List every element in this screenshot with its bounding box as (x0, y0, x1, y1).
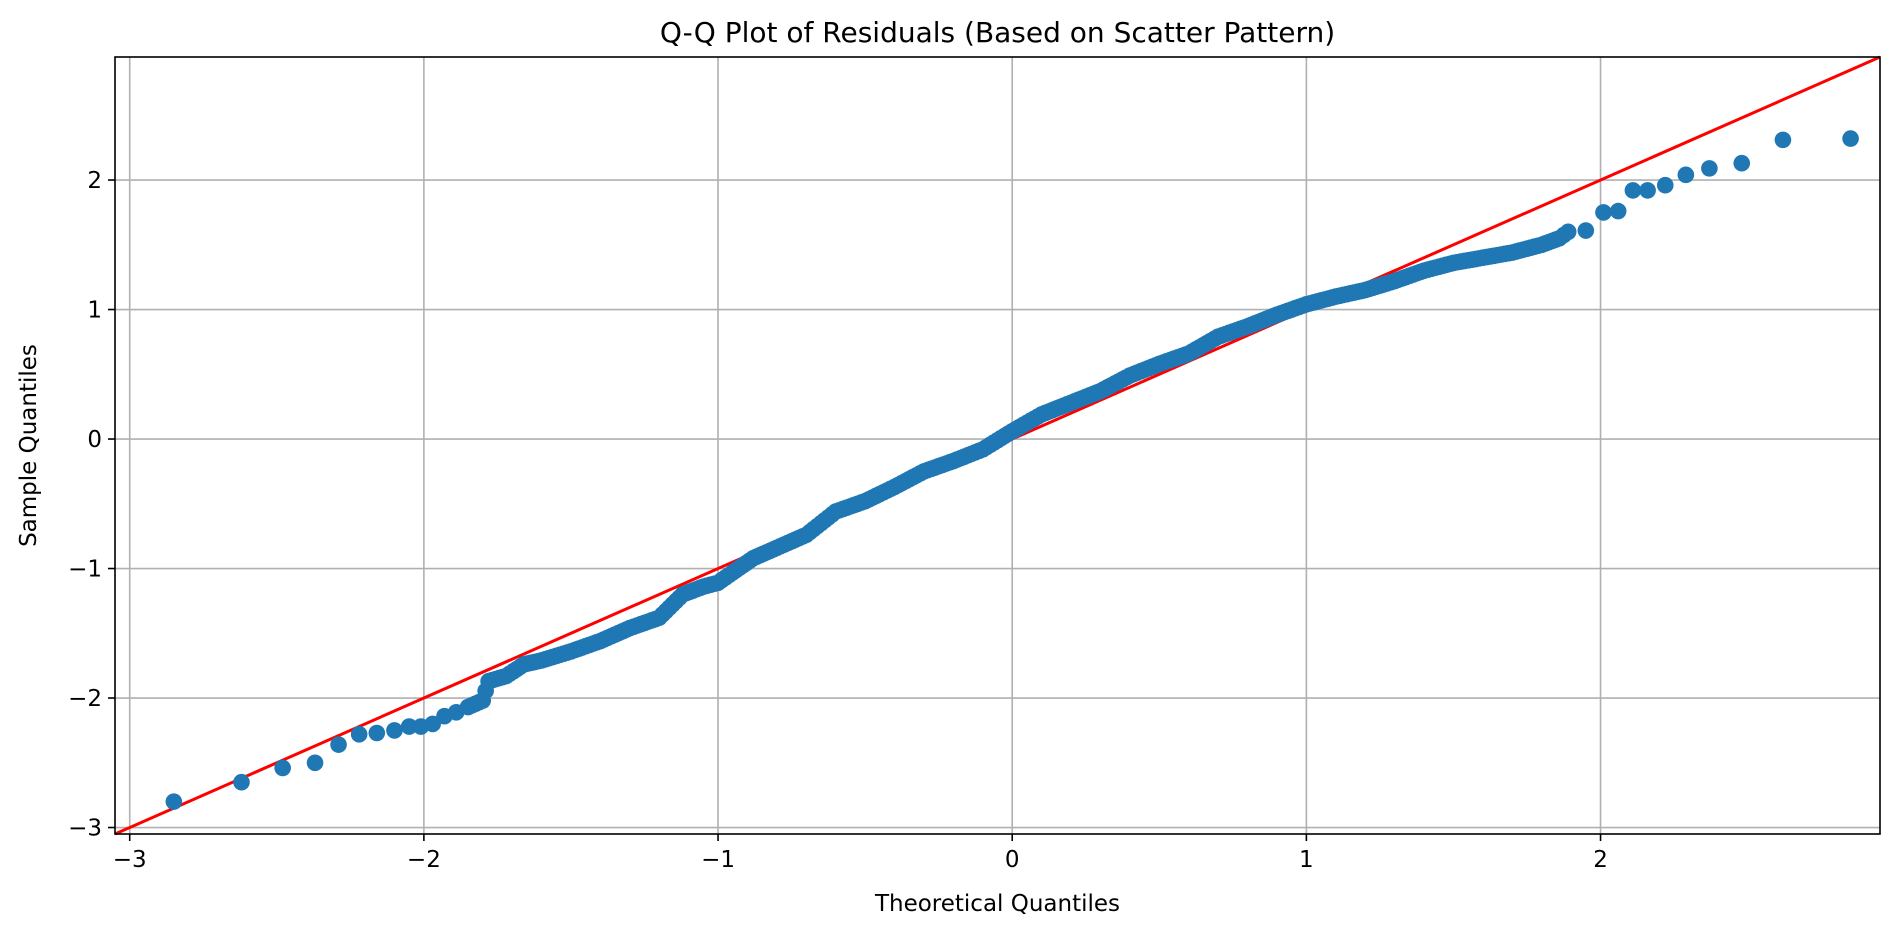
x-tick-label: −3 (113, 847, 147, 873)
y-tick-label: −3 (68, 816, 102, 842)
y-tick-label: 2 (87, 168, 102, 194)
data-point (368, 724, 386, 742)
y-tick-label: 0 (87, 427, 102, 453)
data-point (1624, 182, 1642, 199)
data-point (1842, 130, 1859, 147)
data-point (1701, 160, 1718, 177)
x-tick-label: −1 (701, 847, 735, 873)
x-tick-label: 2 (1593, 847, 1608, 873)
data-point (1656, 176, 1674, 194)
data-point (1595, 204, 1612, 221)
data-point (233, 773, 250, 791)
data-point (350, 725, 368, 743)
chart-title: Q-Q Plot of Residuals (Based on Scatter … (660, 16, 1335, 49)
y-tick-label: −2 (68, 686, 102, 712)
x-tick-label: −2 (407, 847, 441, 873)
data-point (1677, 166, 1695, 184)
data-point (386, 722, 403, 739)
data-point (1774, 131, 1792, 149)
y-axis-label: Sample Quantiles (16, 344, 42, 547)
data-points (165, 130, 1859, 810)
data-point (274, 759, 291, 777)
x-tick-label: 1 (1299, 847, 1314, 873)
data-point (306, 754, 324, 772)
data-point (1577, 222, 1595, 239)
y-tick-label: −1 (68, 557, 102, 583)
data-point (424, 715, 442, 733)
plot-frame (114, 56, 1881, 835)
data-point (1609, 202, 1627, 220)
data-point (165, 793, 183, 810)
y-tick-label: 1 (87, 298, 102, 324)
data-point (1733, 154, 1751, 172)
x-tick-label: 0 (1005, 847, 1020, 873)
data-point (330, 736, 347, 753)
axis-ticks: −3 −2 −1 0 1 2 −3 −2 −1 0 1 2 (68, 168, 1608, 873)
x-axis-label: Theoretical Quantiles (874, 891, 1120, 917)
data-point (400, 718, 418, 735)
data-point (1559, 223, 1577, 241)
data-point (1639, 182, 1656, 199)
